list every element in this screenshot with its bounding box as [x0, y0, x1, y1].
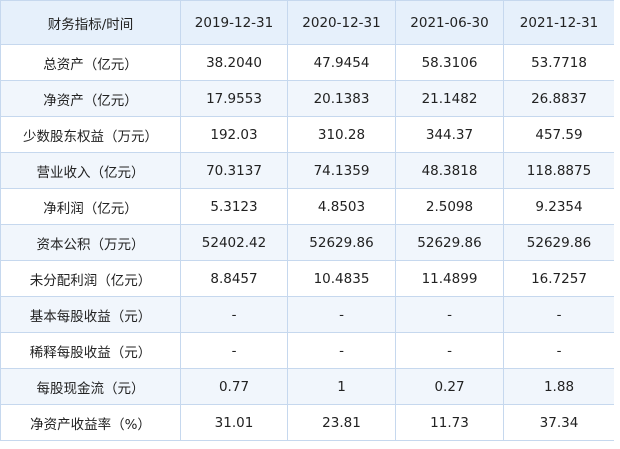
table-cell: 38.2040	[180, 44, 288, 81]
row-label: 总资产（亿元）	[0, 44, 181, 81]
table-cell: -	[395, 296, 504, 333]
header-date-2019-12-31: 2019-12-31	[180, 0, 288, 45]
header-indicator-time: 财务指标/时间	[0, 0, 181, 45]
table-cell: 192.03	[180, 116, 288, 153]
table-cell: 1.88	[503, 368, 615, 405]
header-date-2021-12-31: 2021-12-31	[503, 0, 615, 45]
table-row: 净利润（亿元） 5.3123 4.8503 2.5098 9.2354	[0, 188, 615, 225]
table-cell: -	[503, 332, 615, 369]
row-label: 净资产（亿元）	[0, 80, 181, 117]
table-cell: 118.8875	[503, 152, 615, 189]
table-cell: 11.73	[395, 404, 504, 441]
table-cell: 31.01	[180, 404, 288, 441]
table-cell: 53.7718	[503, 44, 615, 81]
row-label: 未分配利润（亿元）	[0, 260, 181, 297]
table-cell: -	[180, 296, 288, 333]
table-cell: 457.59	[503, 116, 615, 153]
table-cell: 21.1482	[395, 80, 504, 117]
table-cell: 4.8503	[287, 188, 396, 225]
table-cell: 70.3137	[180, 152, 288, 189]
table-header-row: 财务指标/时间 2019-12-31 2020-12-31 2021-06-30…	[0, 0, 615, 45]
row-label: 净利润（亿元）	[0, 188, 181, 225]
table-cell: 48.3818	[395, 152, 504, 189]
table-cell: 5.3123	[180, 188, 288, 225]
table-cell: 20.1383	[287, 80, 396, 117]
table-row: 净资产收益率（%） 31.01 23.81 11.73 37.34	[0, 404, 615, 441]
table-cell: 344.37	[395, 116, 504, 153]
header-date-2020-12-31: 2020-12-31	[287, 0, 396, 45]
table-cell: -	[287, 332, 396, 369]
table-cell: -	[287, 296, 396, 333]
table-cell: 1	[287, 368, 396, 405]
table-cell: 10.4835	[287, 260, 396, 297]
row-label: 稀释每股收益（元）	[0, 332, 181, 369]
table-cell: 52402.42	[180, 224, 288, 261]
header-date-2021-06-30: 2021-06-30	[395, 0, 504, 45]
page-margin	[614, 0, 620, 449]
table-row: 每股现金流（元） 0.77 1 0.27 1.88	[0, 368, 615, 405]
table-cell: 0.77	[180, 368, 288, 405]
row-label: 少数股东权益（万元）	[0, 116, 181, 153]
table-cell: 17.9553	[180, 80, 288, 117]
table-cell: 310.28	[287, 116, 396, 153]
table-cell: -	[395, 332, 504, 369]
table-row: 少数股东权益（万元） 192.03 310.28 344.37 457.59	[0, 116, 615, 153]
table-row: 净资产（亿元） 17.9553 20.1383 21.1482 26.8837	[0, 80, 615, 117]
row-label: 营业收入（亿元）	[0, 152, 181, 189]
table-cell: 52629.86	[287, 224, 396, 261]
row-label: 每股现金流（元）	[0, 368, 181, 405]
table-row: 稀释每股收益（元） - - - -	[0, 332, 615, 369]
financial-indicators-table: 财务指标/时间 2019-12-31 2020-12-31 2021-06-30…	[0, 0, 615, 441]
table-row: 基本每股收益（元） - - - -	[0, 296, 615, 333]
table-cell: 74.1359	[287, 152, 396, 189]
table-cell: 0.27	[395, 368, 504, 405]
table-cell: 58.3106	[395, 44, 504, 81]
row-label: 基本每股收益（元）	[0, 296, 181, 333]
table-cell: 8.8457	[180, 260, 288, 297]
table-cell: 52629.86	[395, 224, 504, 261]
table-cell: 23.81	[287, 404, 396, 441]
table-row: 总资产（亿元） 38.2040 47.9454 58.3106 53.7718	[0, 44, 615, 81]
table-cell: 37.34	[503, 404, 615, 441]
table-cell: 47.9454	[287, 44, 396, 81]
row-label: 净资产收益率（%）	[0, 404, 181, 441]
table-cell: 16.7257	[503, 260, 615, 297]
table-cell: 52629.86	[503, 224, 615, 261]
table-row: 资本公积（万元） 52402.42 52629.86 52629.86 5262…	[0, 224, 615, 261]
table-cell: 11.4899	[395, 260, 504, 297]
table-row: 营业收入（亿元） 70.3137 74.1359 48.3818 118.887…	[0, 152, 615, 189]
table-cell: -	[503, 296, 615, 333]
table-cell: -	[180, 332, 288, 369]
table-cell: 9.2354	[503, 188, 615, 225]
table-cell: 2.5098	[395, 188, 504, 225]
row-label: 资本公积（万元）	[0, 224, 181, 261]
table-row: 未分配利润（亿元） 8.8457 10.4835 11.4899 16.7257	[0, 260, 615, 297]
table-cell: 26.8837	[503, 80, 615, 117]
